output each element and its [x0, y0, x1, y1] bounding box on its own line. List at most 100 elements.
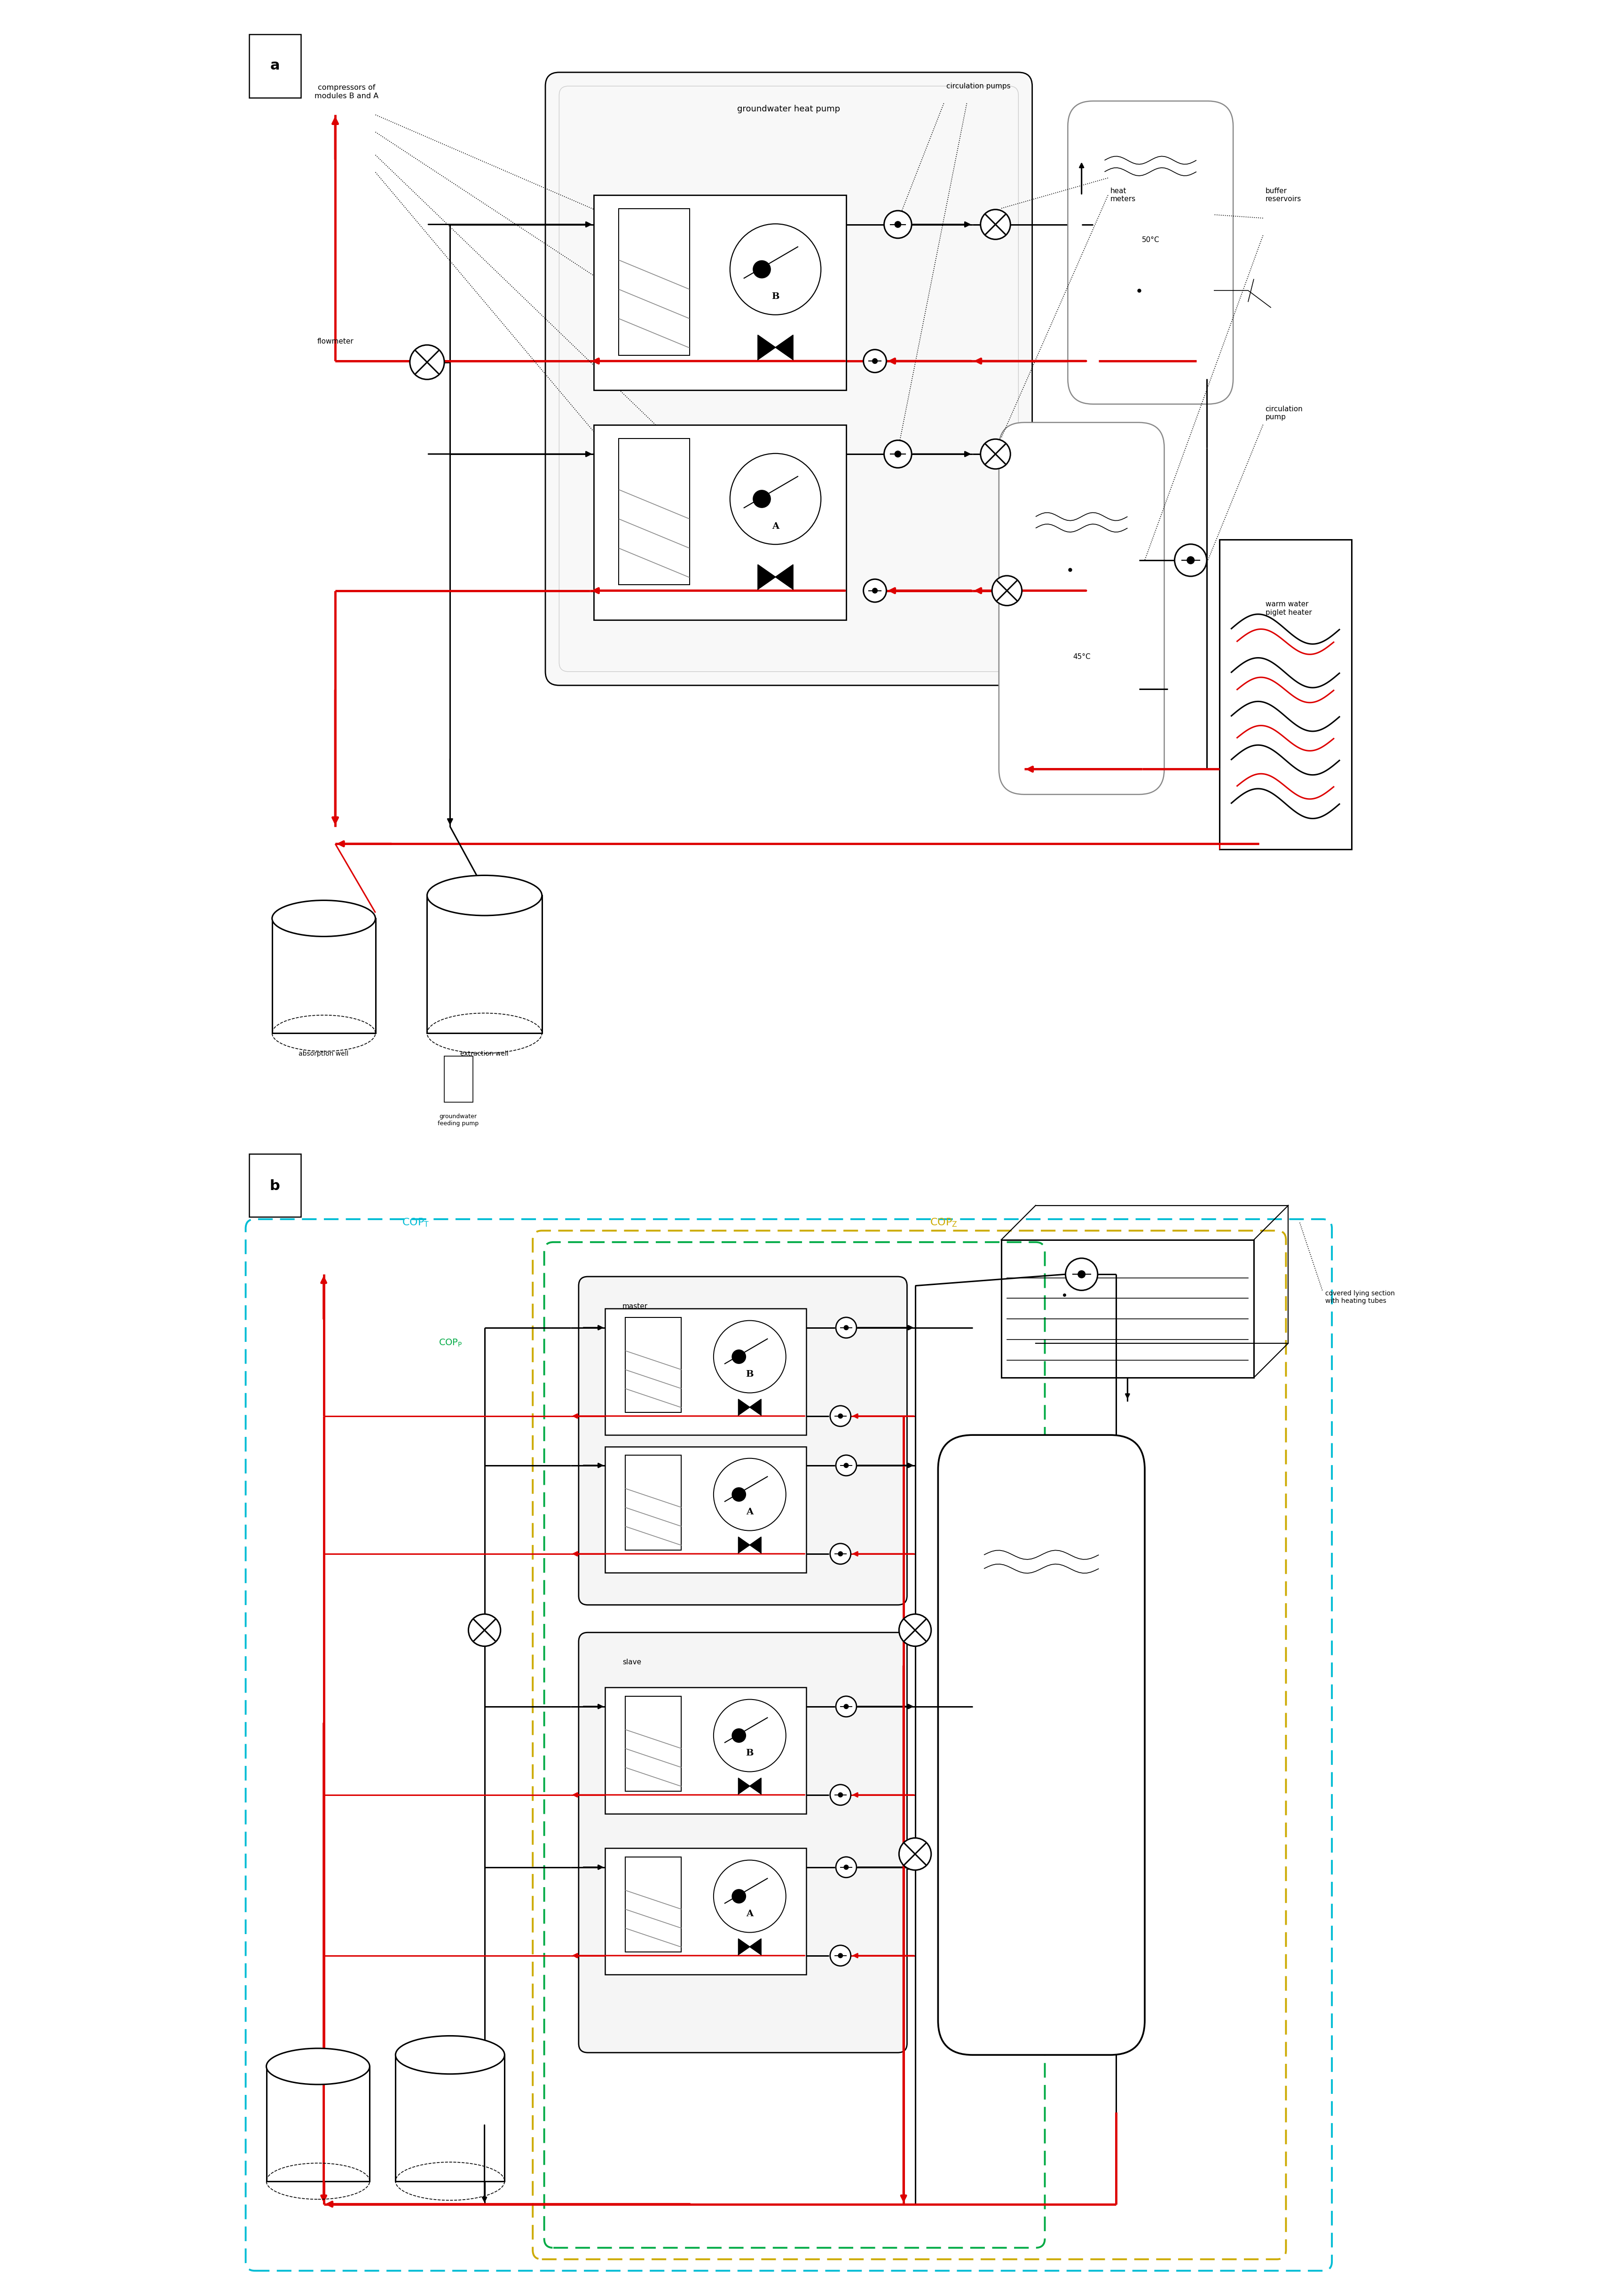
Bar	[272, 918, 376, 1033]
Bar	[395, 2055, 505, 2181]
Text: covered lying section
with heating tubes: covered lying section with heating tubes	[1325, 1290, 1394, 1304]
Text: $\mathrm{COP_Z}$: $\mathrm{COP_Z}$	[930, 1217, 958, 1228]
Circle shape	[895, 450, 901, 457]
Circle shape	[714, 1860, 787, 1933]
Circle shape	[895, 220, 901, 227]
Circle shape	[1066, 1258, 1098, 1290]
Text: B: B	[746, 1750, 754, 1756]
Circle shape	[409, 344, 445, 379]
Circle shape	[843, 1704, 850, 1708]
Circle shape	[1186, 556, 1194, 565]
Circle shape	[864, 349, 887, 372]
Text: b: b	[269, 1180, 280, 1192]
Polygon shape	[758, 335, 775, 360]
Bar	[625, 1318, 682, 1412]
Circle shape	[980, 439, 1011, 468]
Circle shape	[843, 1463, 850, 1467]
Circle shape	[714, 1320, 787, 1394]
Circle shape	[753, 259, 771, 278]
Circle shape	[730, 225, 821, 315]
Text: buffer
reservoirs: buffer reservoirs	[1265, 188, 1301, 202]
Bar	[250, 34, 301, 99]
Text: $\mathrm{COP_P}$: $\mathrm{COP_P}$	[438, 1339, 463, 1348]
Text: A: A	[746, 1910, 753, 1917]
Circle shape	[980, 209, 1011, 239]
Text: B: B	[746, 1371, 754, 1378]
Text: circulation
pump: circulation pump	[1265, 406, 1302, 420]
Text: a: a	[271, 60, 280, 71]
Text: 50°C: 50°C	[1141, 236, 1159, 243]
Polygon shape	[750, 1777, 761, 1793]
Text: slave: slave	[622, 1658, 642, 1667]
Circle shape	[843, 1325, 850, 1329]
Circle shape	[837, 1857, 856, 1878]
Polygon shape	[738, 1938, 750, 1954]
Polygon shape	[738, 1398, 750, 1414]
Bar	[619, 209, 690, 356]
Text: A: A	[772, 521, 779, 530]
Circle shape	[730, 455, 821, 544]
Circle shape	[714, 1458, 787, 1531]
Text: circulation pumps: circulation pumps	[946, 83, 1011, 90]
Text: compressors of
modules B and A: compressors of modules B and A	[314, 85, 379, 99]
Ellipse shape	[395, 2037, 505, 2073]
Bar	[625, 1456, 682, 1550]
Circle shape	[838, 1552, 843, 1557]
Text: flowmeter: flowmeter	[318, 338, 353, 344]
Circle shape	[732, 1350, 746, 1364]
FancyBboxPatch shape	[999, 422, 1164, 794]
Circle shape	[732, 1890, 746, 1903]
Polygon shape	[758, 565, 775, 590]
Text: groundwater heat pump: groundwater heat pump	[737, 106, 840, 113]
Bar	[619, 439, 690, 585]
Text: A: A	[746, 1508, 753, 1515]
Text: master: master	[622, 1302, 648, 1311]
Bar	[445, 1056, 472, 1102]
Ellipse shape	[266, 2048, 369, 2085]
Bar	[1219, 540, 1351, 850]
Bar	[604, 1848, 806, 1975]
Polygon shape	[775, 565, 793, 590]
Circle shape	[837, 1697, 856, 1717]
Circle shape	[732, 1488, 746, 1502]
Circle shape	[864, 579, 887, 602]
Polygon shape	[738, 1777, 750, 1793]
Polygon shape	[750, 1536, 761, 1552]
Circle shape	[753, 489, 771, 507]
Bar	[427, 895, 542, 1033]
Polygon shape	[738, 1536, 750, 1552]
Bar	[625, 1697, 682, 1791]
FancyBboxPatch shape	[579, 1632, 908, 2053]
Circle shape	[838, 1793, 843, 1798]
FancyBboxPatch shape	[579, 1277, 908, 1605]
Text: 45°C: 45°C	[1072, 652, 1090, 661]
Circle shape	[830, 1784, 851, 1805]
Circle shape	[837, 1318, 856, 1339]
Circle shape	[899, 1837, 932, 1869]
Polygon shape	[750, 1938, 761, 1954]
Bar	[266, 2066, 369, 2181]
Ellipse shape	[272, 900, 376, 937]
Circle shape	[843, 1864, 850, 1869]
Circle shape	[991, 576, 1022, 606]
Ellipse shape	[427, 875, 542, 916]
Bar	[625, 1857, 682, 1952]
Text: warm water
piglet heater: warm water piglet heater	[1265, 602, 1312, 615]
Text: $\mathrm{COP_T}$: $\mathrm{COP_T}$	[401, 1217, 429, 1228]
Circle shape	[883, 211, 912, 239]
FancyBboxPatch shape	[938, 1435, 1145, 2055]
Text: extraction well: extraction well	[461, 1052, 509, 1056]
Circle shape	[714, 1699, 787, 1773]
Circle shape	[469, 1614, 501, 1646]
Bar	[593, 425, 846, 620]
Bar	[604, 1446, 806, 1573]
Text: groundwater
feeding pump: groundwater feeding pump	[437, 1114, 479, 1127]
Text: B: B	[772, 292, 779, 301]
Circle shape	[872, 588, 879, 592]
Circle shape	[838, 1954, 843, 1958]
Polygon shape	[750, 1398, 761, 1414]
Circle shape	[830, 1945, 851, 1965]
Circle shape	[1077, 1270, 1085, 1279]
FancyBboxPatch shape	[545, 71, 1032, 684]
FancyBboxPatch shape	[1067, 101, 1233, 404]
